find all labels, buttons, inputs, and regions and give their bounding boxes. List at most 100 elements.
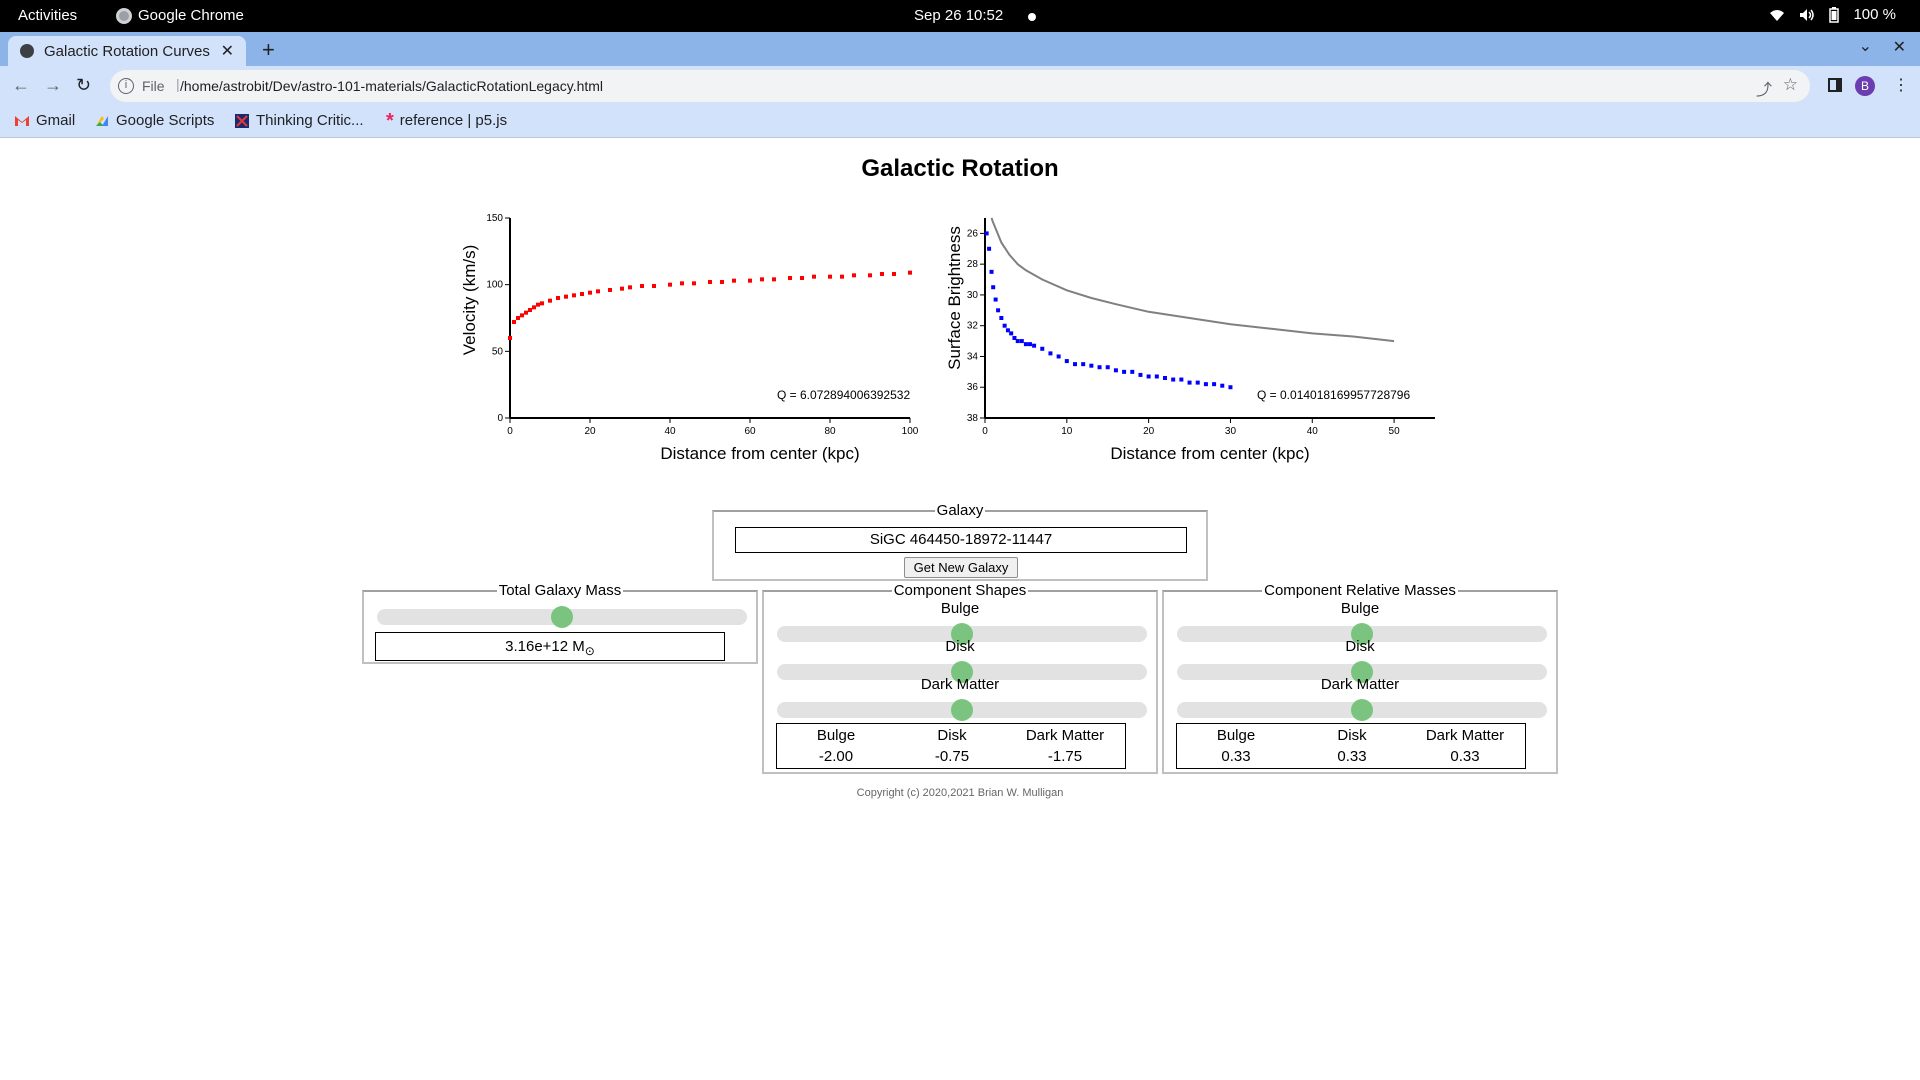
slider-knob[interactable] xyxy=(951,623,973,645)
data-point xyxy=(516,316,520,320)
data-point xyxy=(512,320,516,324)
bulge-shape-slider[interactable] xyxy=(777,623,1147,645)
data-point xyxy=(748,278,752,283)
tab-search-chevron-icon[interactable]: ⌄ xyxy=(1858,38,1872,55)
data-point xyxy=(1040,346,1045,351)
x-tick-label: 80 xyxy=(824,426,836,437)
data-point xyxy=(772,277,776,282)
data-point xyxy=(1015,339,1020,344)
back-arrow-icon[interactable]: ← xyxy=(12,75,30,95)
window-close-icon[interactable]: ✕ xyxy=(1892,39,1906,56)
slider-knob[interactable] xyxy=(951,699,973,721)
data-point xyxy=(1187,380,1192,385)
y-tick-label: 36 xyxy=(967,382,979,393)
y-tick-label: 150 xyxy=(486,213,503,224)
tab-galactic-rotation[interactable]: Galactic Rotation Curves ✕ xyxy=(8,36,246,66)
total-mass-legend: Total Galaxy Mass xyxy=(498,582,622,599)
slider-knob[interactable] xyxy=(1351,623,1373,645)
data-point xyxy=(993,297,998,302)
bulge-label: Bulge xyxy=(1340,600,1380,617)
data-point xyxy=(1056,354,1061,359)
share-icon[interactable]: ⤴ xyxy=(1755,82,1772,99)
bookmark-gmail[interactable]: Gmail xyxy=(14,112,75,129)
data-point xyxy=(1019,339,1024,344)
disk-mass-slider[interactable] xyxy=(1177,661,1547,683)
tab-strip: Galactic Rotation Curves ✕ + ⌄ ✕ xyxy=(0,32,1920,66)
bookmark-google-scripts[interactable]: Google Scripts xyxy=(94,112,214,129)
new-tab-icon[interactable]: + xyxy=(262,37,275,62)
table-cell: 0.33 xyxy=(1221,748,1251,765)
clock[interactable]: Sep 26 10:52 xyxy=(914,7,1004,24)
galaxy-panel: Galaxy SiGC 464450-18972-11447 Get New G… xyxy=(712,502,1208,581)
data-point xyxy=(540,301,544,306)
y-tick-label: 32 xyxy=(967,321,979,332)
x-tick-label: 60 xyxy=(744,426,756,437)
disk-shape-slider[interactable] xyxy=(777,661,1147,683)
y-axis-label: Velocity (km/s) xyxy=(460,245,479,356)
data-point xyxy=(1032,343,1037,348)
slider-knob[interactable] xyxy=(1351,699,1373,721)
data-point xyxy=(524,310,528,315)
x-axis-label: Distance from center (kpc) xyxy=(1110,444,1309,463)
component-masses-legend: Component Relative Masses xyxy=(1264,582,1456,599)
data-point xyxy=(1028,342,1032,347)
address-bar[interactable]: i File | /home/astrobit/Dev/astro-101-ma… xyxy=(110,70,1810,102)
system-status-menu[interactable]: 100 % xyxy=(1769,6,1896,23)
bulge-mass-slider[interactable] xyxy=(1177,623,1547,645)
system-top-bar: Activities Google Chrome Sep 26 10:52 10… xyxy=(0,0,1920,32)
shape-values-table: Bulge Disk Dark Matter -2.00 -0.75 -1.75 xyxy=(776,723,1126,769)
galaxy-legend: Galaxy xyxy=(936,502,984,519)
data-point xyxy=(620,286,624,291)
data-point xyxy=(596,289,600,294)
mass-values-table: Bulge Disk Dark Matter 0.33 0.33 0.33 xyxy=(1176,723,1526,769)
fit-quality-annotation: Q = 0.014018169957728796 xyxy=(1257,388,1410,402)
slider-knob[interactable] xyxy=(551,606,573,628)
fit-quality-annotation: Q = 6.072894006392532 xyxy=(777,388,910,402)
get-new-galaxy-button[interactable]: Get New Galaxy xyxy=(904,557,1018,578)
galaxy-name-field[interactable]: SiGC 464450-18972-11447 xyxy=(735,527,1187,553)
y-tick-label: 100 xyxy=(486,280,503,291)
bookmark-star-icon[interactable]: ☆ xyxy=(1782,75,1798,94)
table-cell: -1.75 xyxy=(1047,748,1083,765)
data-point xyxy=(588,290,592,295)
bulge-label: Bulge xyxy=(940,600,980,617)
table-cell: -0.75 xyxy=(934,748,970,765)
bookmark-p5js-reference[interactable]: * reference | p5.js xyxy=(386,111,507,131)
slider-knob[interactable] xyxy=(1351,661,1373,683)
data-point xyxy=(548,298,552,303)
disk-label: Disk xyxy=(945,638,975,655)
table-header: Dark Matter xyxy=(1425,727,1505,744)
data-point xyxy=(692,281,696,286)
notification-dot-icon xyxy=(1028,13,1036,21)
profile-avatar[interactable]: B xyxy=(1855,76,1875,96)
data-point xyxy=(532,305,536,310)
forward-arrow-icon[interactable]: → xyxy=(44,75,62,95)
tab-close-icon[interactable]: ✕ xyxy=(220,43,234,60)
url-text[interactable]: /home/astrobit/Dev/astro-101-materials/G… xyxy=(180,78,604,94)
data-point xyxy=(1220,383,1225,388)
total-mass-slider[interactable] xyxy=(377,606,747,628)
side-panel-icon[interactable] xyxy=(1828,78,1842,92)
dark-matter-shape-slider[interactable] xyxy=(777,699,1147,721)
kebab-menu-icon[interactable]: ⋮ xyxy=(1893,77,1909,94)
data-point xyxy=(868,273,872,278)
data-point xyxy=(1138,372,1143,377)
model-curve xyxy=(990,217,1395,343)
dark-matter-mass-slider[interactable] xyxy=(1177,699,1547,721)
y-tick-label: 26 xyxy=(967,228,979,239)
reload-icon[interactable]: ↻ xyxy=(76,75,92,95)
table-header: Dark Matter xyxy=(1025,727,1105,744)
data-point xyxy=(984,231,989,236)
app-menu[interactable]: Google Chrome xyxy=(116,7,244,24)
disk-label: Disk xyxy=(1345,638,1375,655)
data-point xyxy=(1097,365,1102,370)
rotation-curve-chart: 0 20 40 60 80 100 0 50 100 150 Velocity (km/s) Di… xyxy=(460,213,919,463)
activities-button[interactable]: Activities xyxy=(18,7,78,24)
info-icon[interactable]: i xyxy=(118,78,134,94)
slider-knob[interactable] xyxy=(951,661,973,683)
data-point xyxy=(760,277,764,282)
url-scheme: File xyxy=(142,78,165,94)
bookmark-thinking-critic[interactable]: Thinking Critic... xyxy=(234,112,364,129)
dark-matter-label: Dark Matter xyxy=(920,676,1000,693)
data-point xyxy=(1195,380,1200,385)
